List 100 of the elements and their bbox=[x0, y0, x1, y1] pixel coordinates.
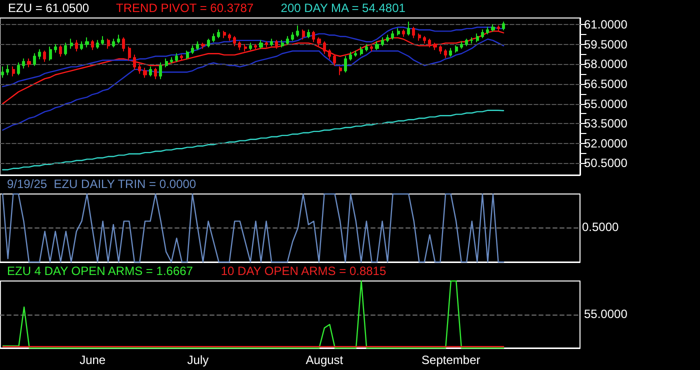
candlestick bbox=[407, 21, 410, 36]
candlestick bbox=[412, 26, 415, 38]
candlestick bbox=[33, 53, 36, 66]
candlestick bbox=[391, 30, 394, 40]
candlestick bbox=[154, 68, 157, 80]
candlestick bbox=[133, 54, 136, 70]
y-tick-label: 56.5000 bbox=[584, 76, 628, 91]
candlestick bbox=[91, 40, 94, 50]
candlestick bbox=[333, 54, 336, 66]
candlestick bbox=[149, 66, 152, 77]
line-series bbox=[2, 110, 504, 170]
candlestick bbox=[96, 40, 99, 49]
candlestick bbox=[291, 32, 294, 41]
candlestick bbox=[228, 33, 231, 41]
candlestick bbox=[449, 48, 452, 57]
candlestick bbox=[75, 40, 78, 52]
candlestick bbox=[143, 68, 147, 78]
candlestick bbox=[455, 45, 458, 53]
candlestick bbox=[428, 38, 431, 48]
candlestick bbox=[433, 42, 437, 50]
x-tick-label: June bbox=[80, 353, 106, 367]
candlestick bbox=[286, 36, 289, 45]
candlestick bbox=[244, 44, 247, 52]
line-series bbox=[2, 38, 504, 131]
candlestick bbox=[6, 64, 9, 76]
candlestick bbox=[101, 36, 104, 45]
candlestick bbox=[275, 40, 278, 49]
candlestick bbox=[418, 33, 421, 41]
text: EZU 4 DAY OPEN ARMS = 1.6667 bbox=[7, 264, 194, 278]
candlestick bbox=[43, 50, 46, 62]
x-tick-label: September bbox=[422, 353, 480, 367]
candlestick bbox=[175, 53, 178, 62]
candlestick bbox=[196, 41, 199, 50]
candlestick bbox=[312, 30, 315, 42]
candlestick bbox=[476, 33, 479, 42]
text: 200 DAY MA = 54.4801 bbox=[280, 1, 406, 15]
candlestick bbox=[180, 54, 183, 61]
candlestick bbox=[170, 57, 173, 64]
candlestick bbox=[186, 50, 189, 60]
candlestick bbox=[296, 25, 299, 37]
candlestick bbox=[270, 38, 273, 46]
candlestick bbox=[265, 41, 268, 48]
candlestick bbox=[397, 28, 400, 36]
candlestick bbox=[386, 34, 389, 42]
ref-line-label: 0.5000 bbox=[582, 220, 620, 234]
candlestick bbox=[354, 50, 357, 57]
candlestick bbox=[1, 66, 4, 78]
candlestick bbox=[328, 49, 331, 60]
candlestick bbox=[223, 30, 226, 38]
candlestick bbox=[12, 66, 15, 77]
candlestick bbox=[497, 25, 500, 32]
candlestick bbox=[217, 29, 220, 38]
candlestick bbox=[159, 62, 162, 80]
candlestick bbox=[481, 29, 484, 38]
candlestick bbox=[238, 41, 241, 50]
line-series bbox=[2, 30, 504, 104]
candlestick bbox=[212, 33, 215, 42]
y-tick-label: 58.0000 bbox=[584, 57, 628, 72]
candlestick bbox=[64, 42, 67, 56]
candlestick bbox=[80, 41, 83, 50]
y-tick-label: 55.0000 bbox=[584, 96, 628, 111]
y-tick-label: 50.5000 bbox=[584, 156, 628, 170]
candlestick bbox=[444, 49, 447, 58]
candlestick bbox=[249, 42, 252, 50]
candlestick bbox=[349, 52, 352, 61]
candlestick bbox=[17, 62, 20, 76]
candlestick bbox=[70, 38, 73, 49]
line-series bbox=[2, 26, 504, 88]
candlestick bbox=[365, 44, 368, 52]
candlestick bbox=[470, 37, 473, 44]
candlestick bbox=[502, 21, 505, 30]
x-tick-label: August bbox=[306, 353, 344, 367]
candlestick bbox=[54, 44, 57, 53]
candlestick bbox=[370, 45, 373, 52]
candlestick bbox=[138, 64, 141, 74]
candlestick bbox=[460, 41, 463, 49]
candlestick bbox=[254, 44, 257, 50]
candlestick bbox=[344, 56, 347, 73]
candlestick bbox=[107, 38, 110, 49]
y-tick-label: 59.5000 bbox=[584, 37, 628, 52]
candlestick bbox=[302, 29, 305, 40]
series-label: 9/19/25 EZU DAILY TRIN = 0.0000 bbox=[7, 177, 196, 191]
candlestick bbox=[375, 41, 379, 50]
candlestick bbox=[381, 37, 384, 46]
candlestick bbox=[38, 49, 41, 60]
candlestick bbox=[112, 38, 115, 48]
candlestick bbox=[191, 45, 194, 54]
candlestick bbox=[402, 29, 405, 37]
candlestick bbox=[486, 26, 489, 34]
candlestick bbox=[128, 46, 131, 61]
candlestick bbox=[207, 38, 210, 48]
y-tick-label: 61.0000 bbox=[584, 18, 628, 32]
candlestick bbox=[465, 38, 468, 46]
candlestick bbox=[233, 36, 236, 46]
y-tick-label: 53.5000 bbox=[584, 116, 628, 131]
candlestick bbox=[117, 34, 120, 44]
candlestick bbox=[491, 24, 495, 32]
candlestick bbox=[317, 37, 321, 46]
x-tick-label: July bbox=[187, 353, 209, 367]
candlestick bbox=[27, 58, 31, 68]
